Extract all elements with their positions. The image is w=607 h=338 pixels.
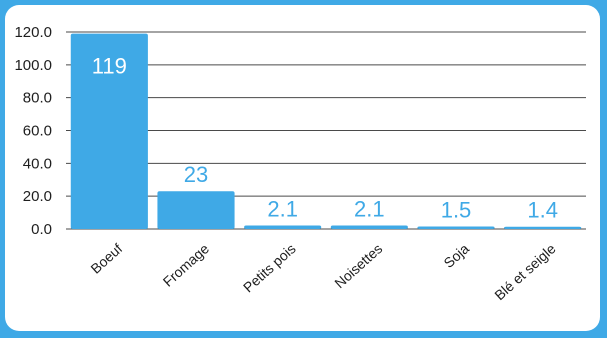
category-label: Petits pois	[240, 240, 299, 295]
bar	[504, 226, 582, 229]
category-label: Noisettes	[331, 240, 385, 291]
data-label: 119	[92, 54, 127, 79]
bar	[157, 191, 235, 229]
data-label: 1.4	[527, 198, 558, 223]
category-label: Fromage	[160, 240, 212, 290]
bar	[244, 225, 322, 229]
y-tick-label: 40.0	[23, 155, 52, 172]
data-label: 1.5	[441, 198, 472, 223]
data-label: 23	[184, 162, 208, 187]
bar	[417, 226, 495, 229]
y-tick-label: 0.0	[31, 221, 52, 238]
category-label: Boeuf	[87, 240, 125, 276]
data-label: 2.1	[354, 197, 385, 222]
y-tick-label: 20.0	[23, 188, 52, 205]
bar	[70, 33, 148, 230]
y-tick-label: 100.0	[14, 57, 52, 74]
category-label: Soja	[440, 240, 472, 271]
y-tick-label: 80.0	[23, 90, 52, 107]
y-tick-label: 60.0	[23, 123, 52, 140]
y-tick-label: 120.0	[14, 24, 52, 41]
data-label: 2.1	[267, 197, 298, 222]
category-label: Blé et seigle	[491, 240, 559, 303]
bar	[330, 225, 408, 229]
